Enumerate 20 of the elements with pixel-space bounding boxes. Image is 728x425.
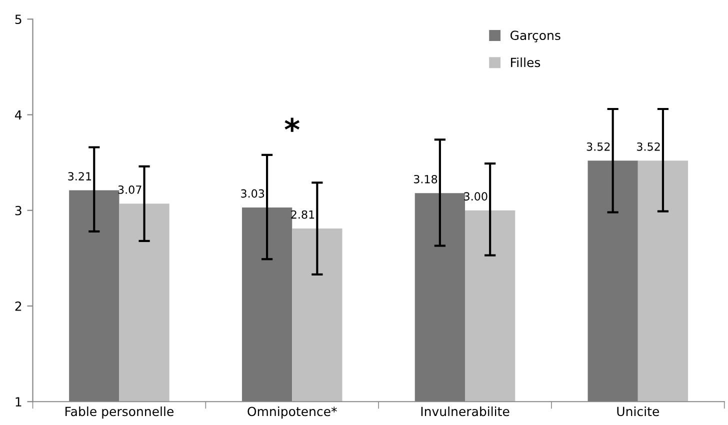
data-label: 3.03 [241,189,264,198]
x-tick-label: Omnipotence* [248,406,337,419]
y-tick-label: 5 [15,14,22,24]
x-tick-label: Unicite [617,406,659,416]
data-label: 2.81 [291,210,314,219]
data-label: 3.18 [414,174,438,184]
y-tick-label: 2 [15,301,22,311]
legend-label: Filles [511,57,540,68]
legend-label: Garçons [510,30,560,42]
data-label: 3.00 [464,192,488,201]
y-tick-label: 1 [16,397,22,406]
data-label: 3.21 [68,172,92,180]
y-tick-label: 4 [15,110,22,120]
x-tick-label: Fable personnelle [65,406,174,419]
x-tick-label: Invulnerabilite [421,406,510,416]
y-tick-label: 3 [15,206,22,216]
data-label: 3.07 [118,185,142,194]
data-label: 3.52 [637,142,660,151]
annotation: * [284,118,300,132]
data-label: 3.52 [586,142,610,151]
